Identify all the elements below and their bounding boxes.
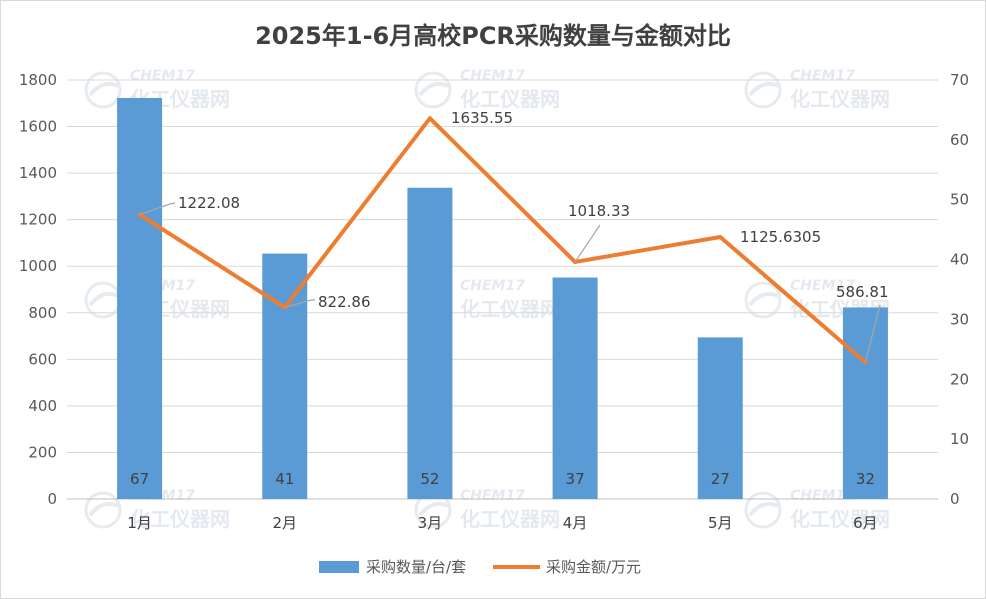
data-label-leader	[284, 299, 315, 309]
x-tick-label: 1月	[127, 514, 152, 532]
watermark-name: 化工仪器网	[790, 87, 890, 111]
y-left-tick-label: 400	[28, 397, 57, 415]
watermark-brand: CHEM17	[790, 278, 855, 294]
y-right-tick-label: 60	[950, 131, 969, 149]
y-left-tick-label: 1000	[19, 257, 57, 275]
bar	[407, 187, 453, 499]
x-tick-label: 2月	[272, 514, 297, 532]
bar-series: 67 41 52 37 27 32	[117, 97, 888, 499]
watermark-logo-icon	[84, 71, 122, 109]
legend: 采购数量/台/套 采购金额/万元	[319, 558, 641, 576]
y-right-tick-label: 0	[950, 490, 960, 508]
y-left-tick-label: 0	[47, 490, 57, 508]
line-point	[718, 234, 723, 239]
y-left-tick-label: 1400	[19, 164, 57, 182]
bar-value-label: 52	[420, 470, 439, 488]
watermark-brand: CHEM17	[460, 488, 525, 504]
gridlines	[67, 79, 938, 500]
bar-value-label: 37	[566, 470, 585, 488]
watermark-brand: CHEM17	[790, 488, 855, 504]
bar-value-label: 41	[275, 470, 294, 488]
watermark-logo-icon	[84, 491, 122, 529]
bar-value-label: 67	[130, 470, 149, 488]
y-left-tick-label: 1800	[19, 71, 57, 89]
line-series-group: 1222.08 822.86 1635.55 1018.33 1125.6305 586.…	[137, 109, 889, 365]
watermark-logo-icon	[414, 71, 452, 109]
watermark-name: 化工仪器网	[460, 507, 560, 531]
bar	[552, 277, 598, 499]
watermark: CHEM17 化工仪器网	[414, 488, 560, 531]
watermark-name: 化工仪器网	[130, 507, 230, 531]
x-tick-label: 4月	[563, 514, 588, 532]
watermark-name: 化工仪器网	[790, 507, 890, 531]
bar	[262, 253, 308, 499]
watermark-brand: CHEM17	[460, 278, 525, 294]
watermark-logo-icon	[744, 491, 782, 529]
watermark-brand: CHEM17	[130, 68, 195, 84]
watermark-logo-icon	[744, 71, 782, 109]
line-value-label: 822.86	[318, 293, 371, 311]
bar-value-label: 32	[856, 470, 875, 488]
line-value-label: 586.81	[836, 283, 889, 301]
watermark: CHEM17 化工仪器网	[744, 488, 890, 531]
legend-bar-swatch	[319, 561, 359, 573]
watermark-name: 化工仪器网	[460, 87, 560, 111]
line-series	[137, 116, 868, 365]
chart-title: 2025年1-6月高校PCR采购数量与金额对比	[255, 22, 731, 50]
watermark-brand: CHEM17	[460, 68, 525, 84]
y-right-tick-label: 20	[950, 370, 969, 388]
watermark: CHEM17 化工仪器网	[414, 278, 560, 321]
y-right-tick-label: 70	[950, 71, 969, 89]
bar	[697, 337, 743, 499]
data-label-leader	[139, 202, 176, 216]
y-left-tick-label: 800	[28, 304, 57, 322]
y-right-tick-label: 10	[950, 430, 969, 448]
watermark-brand: CHEM17	[790, 68, 855, 84]
watermark-logo-icon	[744, 281, 782, 319]
y-left-tick-label: 1600	[19, 118, 57, 136]
data-label-leader	[864, 304, 881, 363]
x-tick-label: 5月	[708, 514, 733, 532]
bar	[117, 97, 163, 499]
axes: 0 200 400 600 800 1000 1200 1400 1600 1800 0 10 20 30…	[19, 71, 969, 532]
line-value-label: 1222.08	[178, 194, 240, 212]
data-label-leader	[574, 224, 601, 263]
y-left-tick-label: 200	[28, 443, 57, 461]
bar-value-label: 27	[711, 470, 730, 488]
y-left-tick-label: 600	[28, 350, 57, 368]
y-left-tick-label: 1200	[19, 211, 57, 229]
line-point	[427, 116, 432, 121]
y-right-tick-label: 30	[950, 310, 969, 328]
y-right-tick-label: 50	[950, 191, 969, 209]
watermark-layer: CHEM17 化工仪器网 CHEM17 化工仪器网 CHEM17 化工仪器网 CHEM17 化…	[84, 68, 890, 531]
legend-label: 采购金额/万元	[546, 558, 641, 576]
y-right-tick-label: 40	[950, 251, 969, 269]
watermark-name: 化工仪器网	[460, 297, 560, 321]
x-tick-label: 3月	[418, 514, 443, 532]
legend-label: 采购数量/台/套	[366, 558, 466, 576]
line-value-label: 1018.33	[568, 202, 630, 220]
bar	[842, 307, 888, 499]
x-tick-label: 6月	[853, 514, 878, 532]
line-value-label: 1125.6305	[740, 228, 821, 246]
line-value-label: 1635.55	[451, 109, 513, 127]
